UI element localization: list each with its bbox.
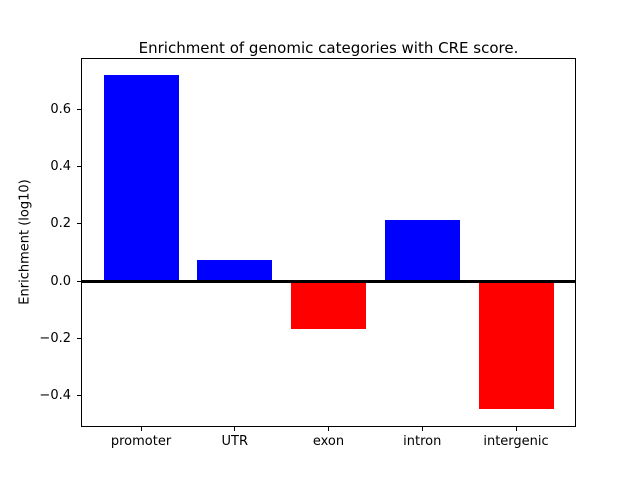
y-tick-mark (77, 223, 81, 225)
x-tick-label-UTR: UTR (221, 434, 249, 449)
bar-UTR (197, 260, 273, 282)
y-tick-label: −0.4 (39, 388, 71, 404)
y-tick-label: 0.6 (50, 101, 71, 117)
chart-title: Enrichment of genomic categories with CR… (138, 39, 519, 57)
y-tick-label: 0.0 (50, 273, 71, 289)
y-tick-mark (77, 108, 81, 110)
bar-intergenic (478, 281, 554, 410)
x-tick-label-promoter: promoter (110, 434, 172, 449)
y-tick-label: 0.2 (50, 216, 71, 232)
x-tick-mark (515, 427, 517, 431)
x-tick-mark (140, 427, 142, 431)
y-tick-mark (77, 395, 81, 397)
y-tick-mark (77, 337, 81, 339)
x-tick-mark (421, 427, 423, 431)
y-tick-label: 0.4 (50, 159, 71, 175)
y-tick-mark (77, 166, 81, 168)
y-tick-label: −0.2 (39, 330, 71, 346)
bar-promoter (103, 75, 179, 282)
x-tick-label-intron: intron (403, 434, 442, 449)
bar-intron (384, 220, 460, 282)
bar-exon (291, 281, 366, 329)
x-tick-mark (234, 427, 236, 431)
zero-line (81, 279, 576, 283)
x-tick-label-exon: exon (312, 434, 345, 449)
x-tick-label-intergenic: intergenic (483, 434, 549, 449)
x-tick-mark (328, 427, 329, 431)
y-tick-mark (77, 280, 81, 282)
